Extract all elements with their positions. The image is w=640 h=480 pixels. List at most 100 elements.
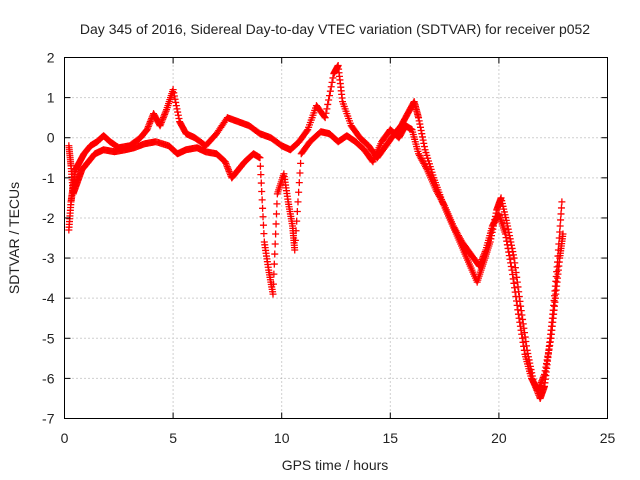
data-point-marker xyxy=(173,105,181,113)
y-axis-label: SDTVAR / TECUs xyxy=(6,182,22,294)
data-point-marker xyxy=(169,86,177,94)
data-point-marker xyxy=(507,259,515,267)
data-point-marker xyxy=(538,377,546,385)
data-point-marker xyxy=(518,334,526,342)
data-point-marker xyxy=(505,252,513,260)
data-point-marker xyxy=(416,120,424,128)
data-points xyxy=(65,62,567,402)
data-point-marker xyxy=(514,306,522,314)
data-point-marker xyxy=(272,230,280,238)
data-point-marker xyxy=(504,244,512,252)
data-point-marker xyxy=(295,188,303,196)
data-point-marker xyxy=(477,259,485,267)
data-point-marker xyxy=(513,301,521,309)
data-point-marker xyxy=(511,288,519,296)
data-point-marker xyxy=(481,248,489,256)
y-tick-label: -3 xyxy=(42,250,55,266)
data-point-marker xyxy=(515,314,523,322)
data-point-marker xyxy=(322,109,330,117)
x-tick-label: 10 xyxy=(274,430,290,446)
data-point-marker xyxy=(270,260,278,268)
data-point-marker xyxy=(545,345,553,353)
data-point-marker xyxy=(159,114,167,122)
data-point-marker xyxy=(520,346,528,354)
data-point-marker xyxy=(293,217,301,225)
data-point-marker xyxy=(505,248,513,256)
data-point-marker xyxy=(260,230,268,238)
data-point-marker xyxy=(544,349,552,357)
data-point-marker xyxy=(172,102,180,110)
data-point-marker xyxy=(502,234,510,242)
data-point-marker xyxy=(478,256,486,264)
data-point-marker xyxy=(517,307,525,315)
data-point-marker xyxy=(511,284,519,292)
data-point-marker xyxy=(417,127,425,135)
data-point-marker xyxy=(517,302,525,310)
data-point-marker xyxy=(273,200,281,208)
data-point-marker xyxy=(225,167,233,175)
data-point-marker xyxy=(516,322,524,330)
data-point-marker xyxy=(537,378,545,386)
data-point-marker xyxy=(481,249,489,257)
data-point-marker xyxy=(557,216,565,224)
data-point-marker xyxy=(145,121,153,129)
data-point-marker xyxy=(257,179,265,187)
data-point-marker xyxy=(510,279,518,287)
data-point-marker xyxy=(503,241,511,249)
data-point-marker xyxy=(223,163,231,171)
data-point-marker xyxy=(479,252,487,260)
data-point-marker xyxy=(512,297,520,305)
data-point-marker xyxy=(476,260,484,268)
data-point-marker xyxy=(226,169,234,177)
data-point-marker xyxy=(294,198,302,206)
data-point-marker xyxy=(156,122,164,130)
data-point-marker xyxy=(325,96,333,104)
data-point-marker xyxy=(174,108,182,116)
data-point-marker xyxy=(170,92,178,100)
data-point-marker xyxy=(539,375,547,383)
data-point-marker xyxy=(503,237,511,245)
data-point-marker xyxy=(479,254,487,262)
data-point-marker xyxy=(415,117,423,125)
data-point-marker xyxy=(157,120,165,128)
data-point-marker xyxy=(222,159,230,167)
data-point-marker xyxy=(477,257,485,265)
data-point-marker xyxy=(170,89,178,97)
data-point-marker xyxy=(541,370,549,378)
data-point-marker xyxy=(146,118,154,126)
data-point-marker xyxy=(546,338,554,346)
data-point-marker xyxy=(157,118,165,126)
data-point-marker xyxy=(147,116,155,124)
data-point-marker xyxy=(297,159,305,167)
data-point-marker xyxy=(517,326,525,334)
data-point-marker xyxy=(519,338,527,346)
data-point-marker xyxy=(557,204,565,212)
data-point-marker xyxy=(296,169,304,177)
y-tick-label: 1 xyxy=(47,90,55,106)
data-point-marker xyxy=(160,112,168,120)
data-point-marker xyxy=(546,341,554,349)
data-point-marker xyxy=(512,293,520,301)
data-point-marker xyxy=(508,266,516,274)
data-point-marker xyxy=(158,117,166,125)
data-point-marker xyxy=(420,143,428,151)
data-point-marker xyxy=(291,246,299,254)
data-point-marker xyxy=(224,164,232,172)
data-point-marker xyxy=(556,222,564,230)
data-point-marker xyxy=(174,111,182,119)
data-point-marker xyxy=(506,255,514,263)
y-tick-label: -1 xyxy=(42,170,55,186)
x-tick-label: 15 xyxy=(383,430,399,446)
data-point-marker xyxy=(144,124,152,132)
data-point-marker xyxy=(256,162,264,170)
data-point-marker xyxy=(326,87,334,95)
y-tick-label: 0 xyxy=(47,130,55,146)
data-point-marker xyxy=(520,342,528,350)
data-point-marker xyxy=(162,107,170,115)
data-point-marker xyxy=(143,126,151,134)
y-tick-label: 2 xyxy=(47,50,55,66)
data-point-marker xyxy=(161,109,169,117)
data-point-marker xyxy=(329,74,337,82)
y-tick-label: -7 xyxy=(42,411,55,427)
y-tick-label: -2 xyxy=(42,210,55,226)
